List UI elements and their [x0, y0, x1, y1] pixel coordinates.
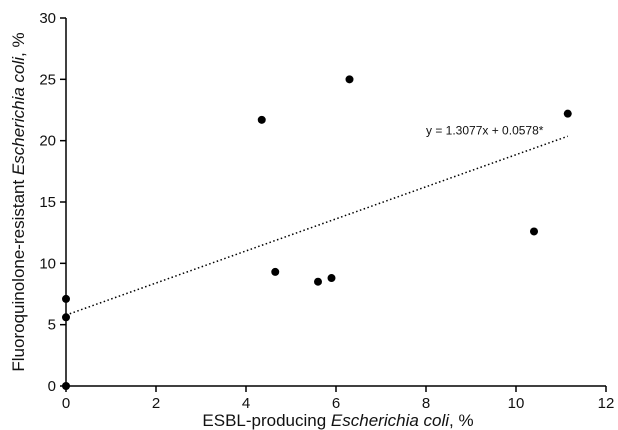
x-tick-label: 8 [422, 395, 430, 412]
x-axis-title-prefix: ESBL-producing [202, 411, 331, 430]
x-tick-label: 10 [508, 395, 525, 412]
regression-equation: y = 1.3077x + 0.0578* [426, 124, 544, 138]
y-axis-title-prefix: Fluoroquinolone-resistant [9, 175, 28, 372]
data-point [563, 109, 572, 118]
y-tick-label: 10 [39, 255, 56, 272]
x-axis-title-suffix: , % [449, 411, 474, 430]
y-tick-label: 30 [39, 10, 56, 27]
data-point [62, 313, 70, 322]
data-point [327, 274, 336, 283]
x-tick-label: 0 [62, 395, 70, 412]
y-tick-label: 15 [39, 194, 56, 211]
y-axis-title-italic: Escherichia coli [9, 56, 28, 175]
x-tick-label: 6 [332, 395, 340, 412]
data-point [345, 75, 354, 84]
data-point [62, 294, 70, 303]
y-tick-label: 20 [39, 133, 56, 150]
x-axis-ticks: 0 2 4 6 8 10 12 [62, 386, 615, 412]
data-points [62, 75, 572, 390]
y-axis-title: Fluoroquinolone-resistant Escherichia co… [9, 32, 28, 371]
y-tick-label: 0 [48, 378, 56, 395]
x-tick-label: 12 [598, 395, 615, 412]
x-axis-title-italic: Escherichia coli [331, 411, 450, 430]
data-point [530, 227, 538, 236]
data-point [257, 115, 266, 124]
y-axis-title-suffix: , % [9, 32, 28, 57]
x-tick-label: 4 [242, 395, 250, 412]
y-tick-label: 5 [48, 317, 56, 334]
data-point [271, 267, 280, 276]
x-axis-title: ESBL-producing Escherichia coli, % [202, 411, 473, 430]
y-axis-ticks: 0 5 10 15 20 25 30 [39, 10, 66, 395]
data-point [314, 277, 322, 286]
trendline [65, 135, 569, 316]
y-tick-label: 25 [39, 71, 56, 88]
x-tick-label: 2 [152, 395, 160, 412]
data-point [62, 382, 70, 390]
